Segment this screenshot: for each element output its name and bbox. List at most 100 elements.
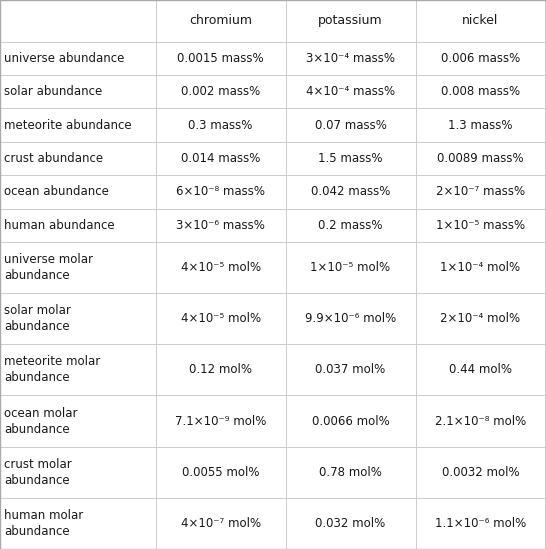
Text: chromium: chromium	[189, 14, 252, 27]
Text: 0.006 mass%: 0.006 mass%	[441, 52, 520, 65]
Text: 4×10⁻⁵ mol%: 4×10⁻⁵ mol%	[181, 261, 260, 274]
Text: meteorite abundance: meteorite abundance	[4, 119, 132, 132]
Bar	[156, 42, 286, 75]
Bar	[156, 175, 286, 209]
Bar	[156, 447, 286, 498]
Bar	[156, 293, 286, 344]
Text: 2.1×10⁻⁸ mol%: 2.1×10⁻⁸ mol%	[435, 414, 526, 428]
Bar	[0, 142, 156, 175]
Text: 0.0066 mol%: 0.0066 mol%	[312, 414, 389, 428]
Text: 1.3 mass%: 1.3 mass%	[448, 119, 513, 132]
Text: 0.014 mass%: 0.014 mass%	[181, 152, 260, 165]
Bar	[286, 0, 416, 42]
Bar	[0, 0, 156, 42]
Bar	[0, 395, 156, 447]
Text: 0.0089 mass%: 0.0089 mass%	[437, 152, 524, 165]
Text: 1×10⁻⁴ mol%: 1×10⁻⁴ mol%	[441, 261, 520, 274]
Text: 0.008 mass%: 0.008 mass%	[441, 85, 520, 98]
Text: ocean molar
abundance: ocean molar abundance	[4, 407, 78, 435]
Bar	[156, 75, 286, 108]
Bar	[286, 108, 416, 142]
Bar	[156, 209, 286, 242]
Text: universe abundance: universe abundance	[4, 52, 124, 65]
Bar	[156, 142, 286, 175]
Bar	[416, 142, 545, 175]
Text: 0.037 mol%: 0.037 mol%	[316, 363, 385, 377]
Text: 0.042 mass%: 0.042 mass%	[311, 186, 390, 198]
Bar	[416, 242, 545, 293]
Text: 4×10⁻⁵ mol%: 4×10⁻⁵ mol%	[181, 312, 260, 325]
Text: 4×10⁻⁴ mass%: 4×10⁻⁴ mass%	[306, 85, 395, 98]
Text: 7.1×10⁻⁹ mol%: 7.1×10⁻⁹ mol%	[175, 414, 266, 428]
Bar	[416, 75, 545, 108]
Bar	[156, 498, 286, 549]
Bar	[286, 344, 416, 395]
Bar	[0, 344, 156, 395]
Bar	[416, 175, 545, 209]
Text: universe molar
abundance: universe molar abundance	[4, 253, 93, 282]
Text: solar molar
abundance: solar molar abundance	[4, 304, 71, 333]
Bar	[416, 108, 545, 142]
Bar	[286, 75, 416, 108]
Text: 3×10⁻⁶ mass%: 3×10⁻⁶ mass%	[176, 219, 265, 232]
Text: nickel: nickel	[462, 14, 498, 27]
Bar	[286, 209, 416, 242]
Bar	[0, 75, 156, 108]
Bar	[0, 293, 156, 344]
Text: 0.07 mass%: 0.07 mass%	[314, 119, 387, 132]
Text: crust molar
abundance: crust molar abundance	[4, 458, 72, 487]
Text: crust abundance: crust abundance	[4, 152, 104, 165]
Text: 2×10⁻⁷ mass%: 2×10⁻⁷ mass%	[436, 186, 525, 198]
Text: 1.5 mass%: 1.5 mass%	[318, 152, 383, 165]
Text: 0.2 mass%: 0.2 mass%	[318, 219, 383, 232]
Text: 1.1×10⁻⁶ mol%: 1.1×10⁻⁶ mol%	[435, 517, 526, 530]
Text: solar abundance: solar abundance	[4, 85, 103, 98]
Bar	[0, 175, 156, 209]
Text: 0.12 mol%: 0.12 mol%	[189, 363, 252, 377]
Bar	[286, 142, 416, 175]
Text: 4×10⁻⁷ mol%: 4×10⁻⁷ mol%	[181, 517, 260, 530]
Bar	[416, 498, 545, 549]
Text: human abundance: human abundance	[4, 219, 115, 232]
Text: 0.3 mass%: 0.3 mass%	[188, 119, 253, 132]
Bar	[156, 0, 286, 42]
Bar	[0, 42, 156, 75]
Bar	[156, 242, 286, 293]
Bar	[0, 209, 156, 242]
Bar	[286, 293, 416, 344]
Text: 3×10⁻⁴ mass%: 3×10⁻⁴ mass%	[306, 52, 395, 65]
Bar	[416, 42, 545, 75]
Text: 6×10⁻⁸ mass%: 6×10⁻⁸ mass%	[176, 186, 265, 198]
Text: 0.0032 mol%: 0.0032 mol%	[442, 466, 519, 479]
Text: potassium: potassium	[318, 14, 383, 27]
Bar	[156, 395, 286, 447]
Text: meteorite molar
abundance: meteorite molar abundance	[4, 355, 100, 384]
Bar	[416, 209, 545, 242]
Bar	[0, 108, 156, 142]
Bar	[286, 242, 416, 293]
Text: 0.78 mol%: 0.78 mol%	[319, 466, 382, 479]
Bar	[286, 42, 416, 75]
Bar	[286, 395, 416, 447]
Bar	[416, 293, 545, 344]
Bar	[0, 498, 156, 549]
Bar	[416, 447, 545, 498]
Text: 1×10⁻⁵ mass%: 1×10⁻⁵ mass%	[436, 219, 525, 232]
Text: 0.002 mass%: 0.002 mass%	[181, 85, 260, 98]
Bar	[0, 242, 156, 293]
Text: human molar
abundance: human molar abundance	[4, 509, 84, 538]
Bar	[416, 0, 545, 42]
Text: ocean abundance: ocean abundance	[4, 186, 109, 198]
Bar	[286, 447, 416, 498]
Text: 9.9×10⁻⁶ mol%: 9.9×10⁻⁶ mol%	[305, 312, 396, 325]
Bar	[156, 108, 286, 142]
Bar	[156, 344, 286, 395]
Bar	[286, 498, 416, 549]
Text: 2×10⁻⁴ mol%: 2×10⁻⁴ mol%	[441, 312, 520, 325]
Bar	[416, 395, 545, 447]
Text: 0.0055 mol%: 0.0055 mol%	[182, 466, 259, 479]
Bar	[286, 175, 416, 209]
Text: 1×10⁻⁵ mol%: 1×10⁻⁵ mol%	[311, 261, 390, 274]
Bar	[0, 447, 156, 498]
Text: 0.032 mol%: 0.032 mol%	[316, 517, 385, 530]
